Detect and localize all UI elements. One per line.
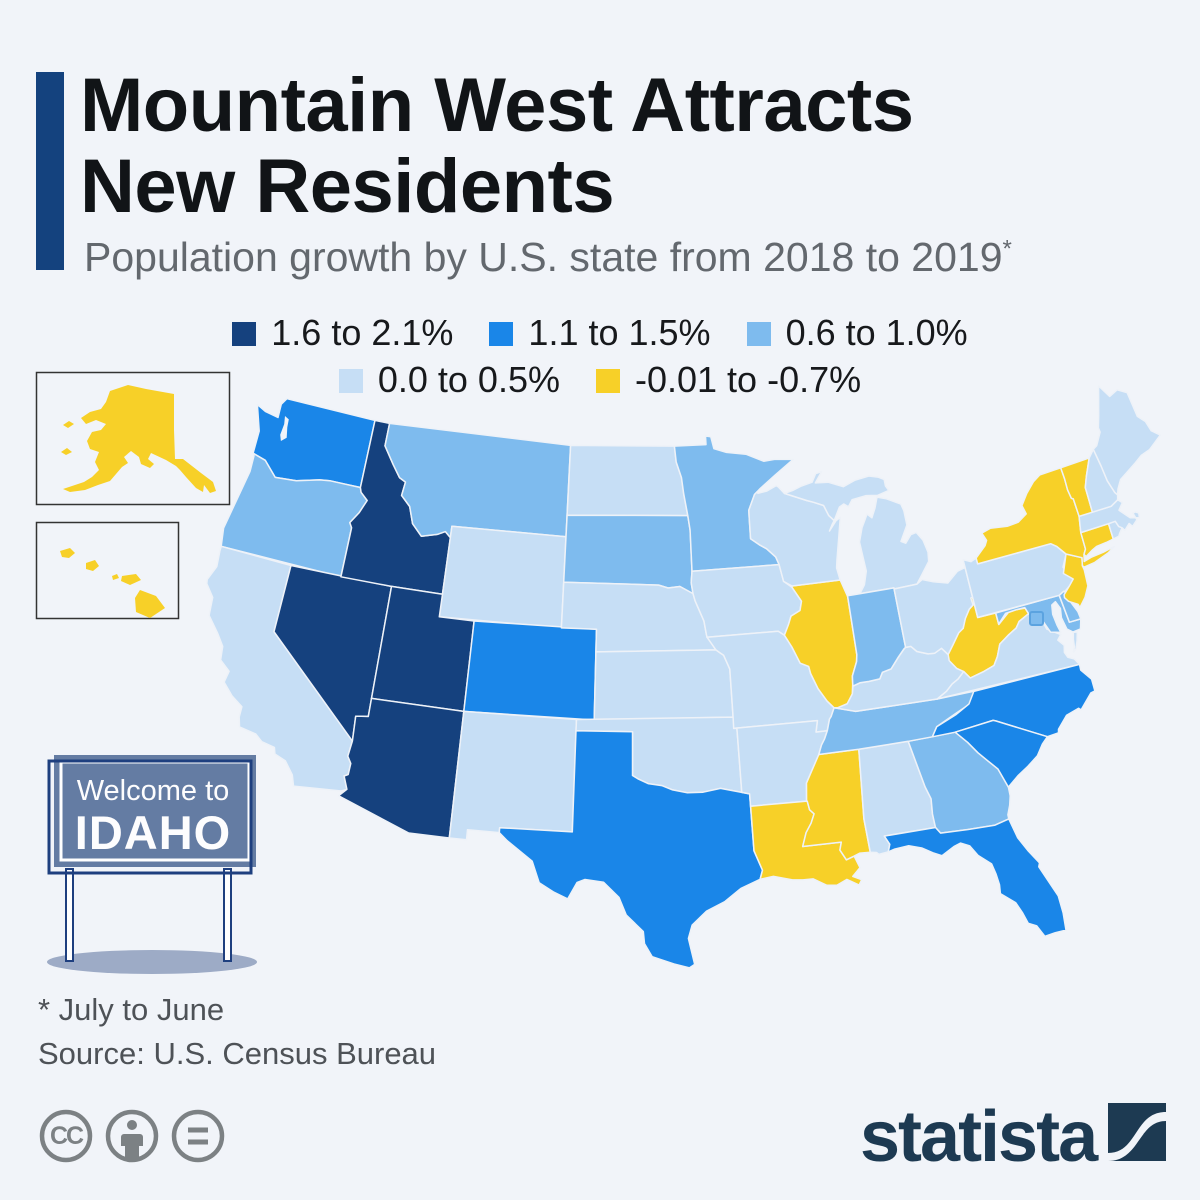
svg-text:Welcome to: Welcome to <box>77 775 230 807</box>
svg-text:IDAHO: IDAHO <box>75 806 231 859</box>
svg-text:CC: CC <box>50 1122 84 1150</box>
svg-text:statista: statista <box>860 1097 1099 1175</box>
